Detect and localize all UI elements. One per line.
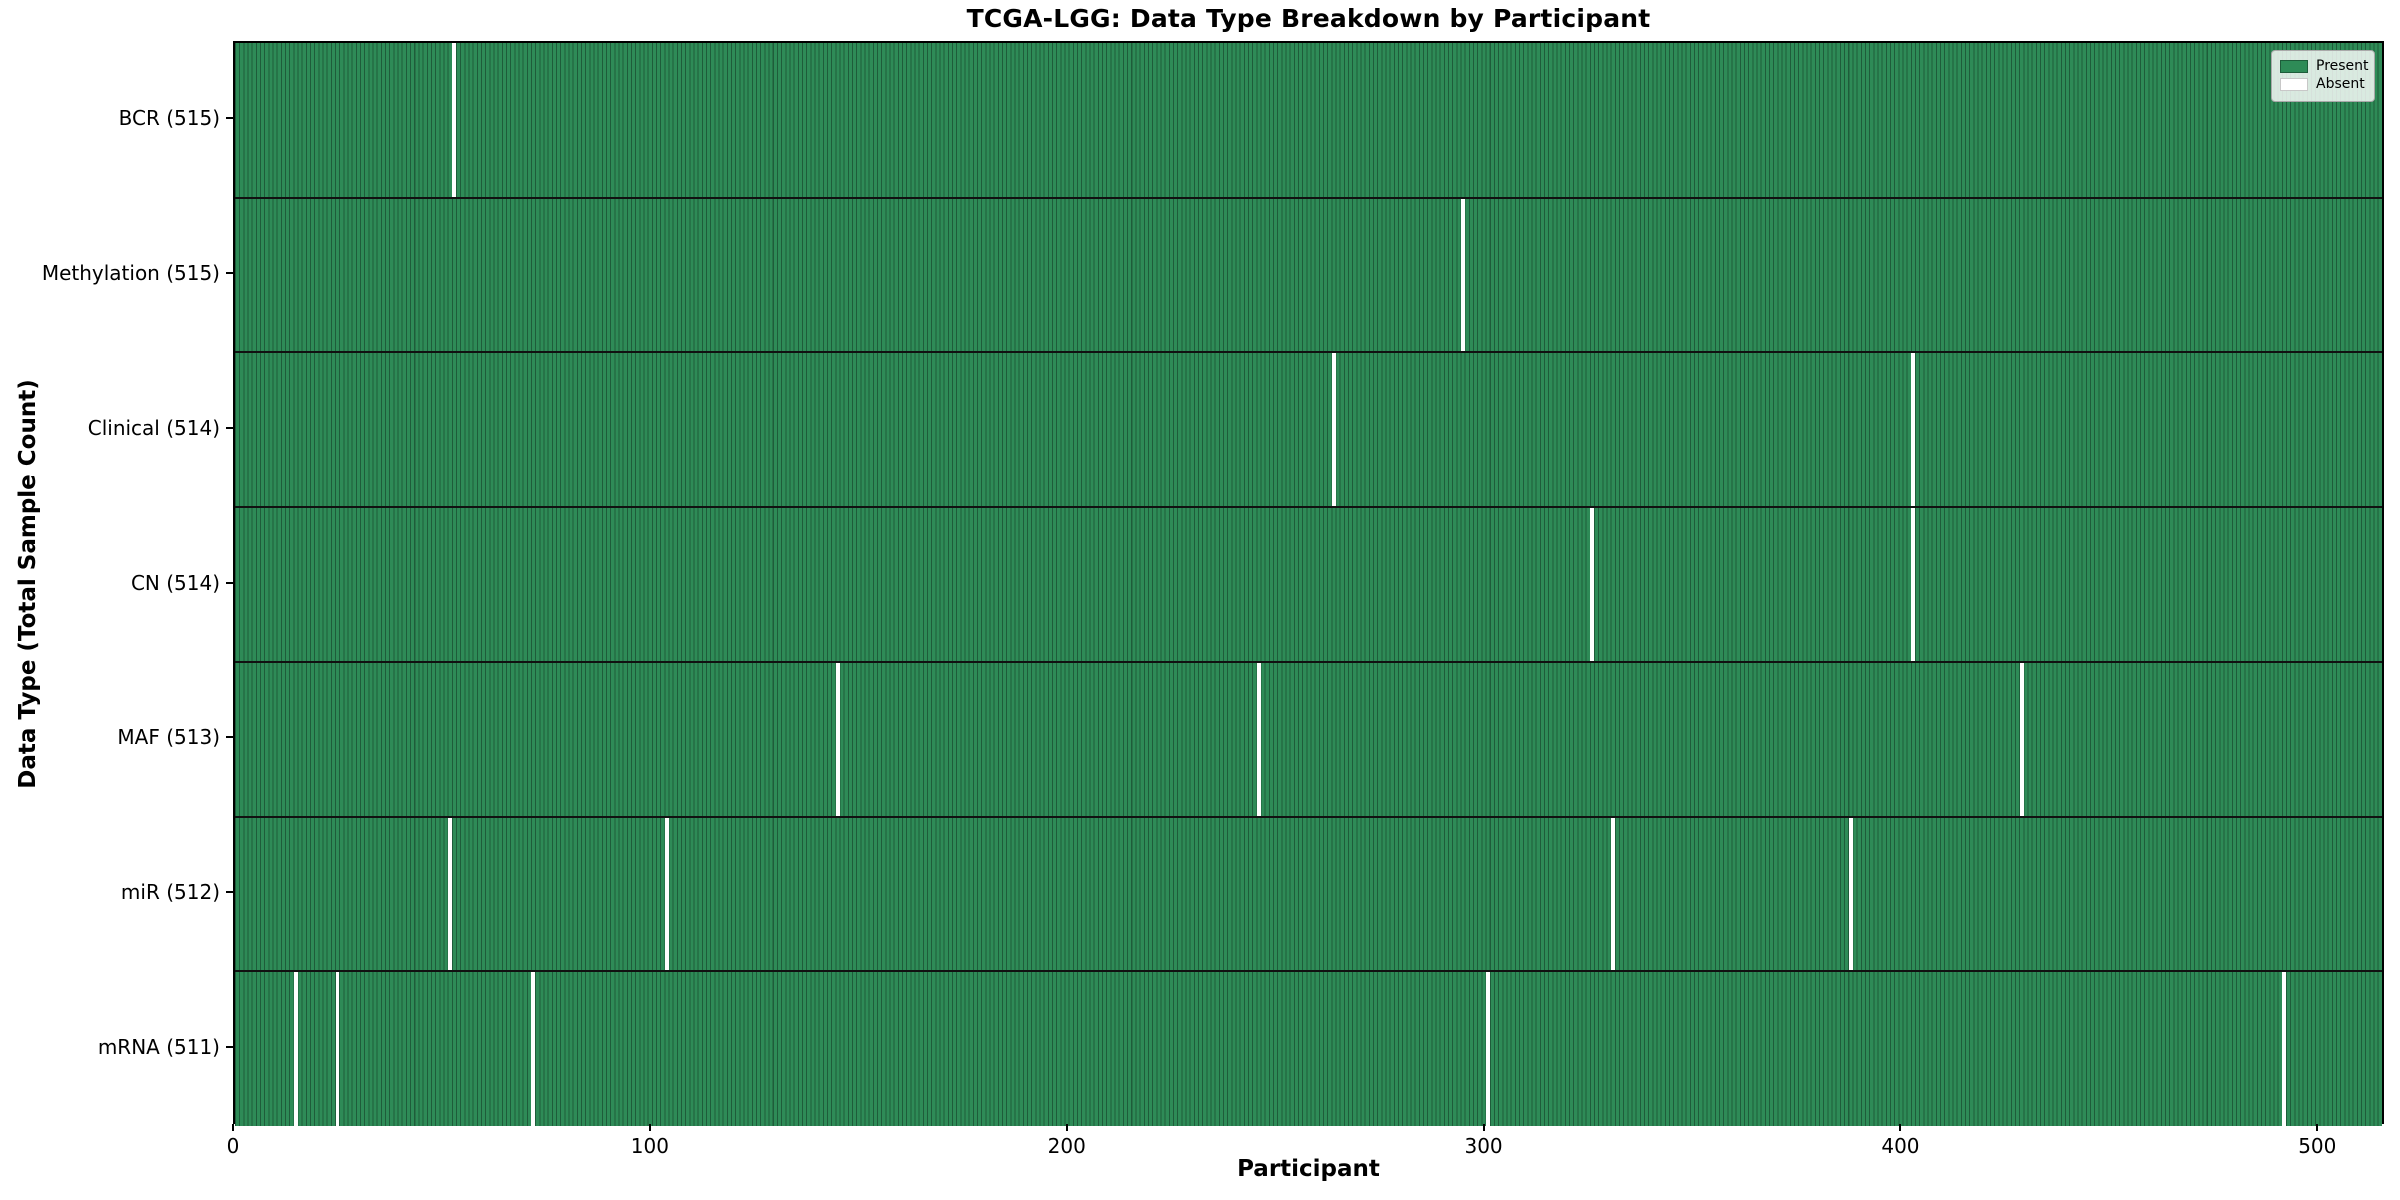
legend-swatch-absent: [2280, 78, 2308, 91]
absent-marker: [335, 971, 340, 1126]
legend-item-absent: Absent: [2280, 77, 2366, 92]
legend-label: Present: [2316, 58, 2369, 74]
x-tick: [232, 1124, 234, 1131]
y-tick: [226, 272, 233, 275]
absent-marker: [1590, 507, 1595, 662]
absent-marker: [1486, 971, 1491, 1126]
absent-marker: [1331, 352, 1336, 508]
y-tick-label: mRNA (511): [97, 1034, 220, 1059]
row-divider: [235, 196, 2382, 199]
x-tick-label: 500: [2298, 1134, 2337, 1158]
heatmap-row-methylation: [235, 197, 2382, 353]
y-tick: [226, 1045, 233, 1048]
absent-marker: [1911, 352, 1916, 508]
x-tick-label: 100: [630, 1134, 669, 1158]
y-tick: [226, 426, 233, 429]
heatmap-row-maf: [235, 661, 2382, 817]
absent-marker: [293, 971, 298, 1126]
x-tick: [648, 1124, 651, 1131]
legend: Present Absent: [2271, 50, 2375, 102]
absent-marker: [531, 971, 536, 1126]
x-axis-label: Participant: [1237, 1156, 1380, 1182]
heatmap-row-bcr: [235, 43, 2382, 198]
heatmap-row-clinical: [235, 352, 2382, 508]
absent-marker: [2019, 661, 2024, 817]
absent-marker: [448, 816, 453, 972]
heatmap-row-cn: [235, 507, 2382, 662]
y-tick-label: CN (514): [130, 570, 220, 595]
row-divider: [235, 815, 2382, 818]
x-tick-label: 300: [1464, 1134, 1503, 1158]
absent-marker: [1461, 197, 1466, 353]
legend-item-present: Present: [2280, 58, 2369, 74]
x-tick-label: 0: [226, 1134, 240, 1158]
row-divider: [235, 351, 2382, 354]
absent-marker: [1256, 661, 1261, 817]
y-tick-label: Methylation (515): [41, 261, 220, 286]
y-tick: [226, 117, 233, 120]
plot-area: Present Absent: [233, 41, 2384, 1126]
legend-swatch-present: [2280, 60, 2308, 73]
y-tick-label: Clinical (514): [87, 415, 220, 440]
absent-marker: [452, 43, 457, 198]
absent-marker: [2282, 971, 2287, 1126]
y-tick: [226, 736, 233, 739]
x-tick: [1899, 1124, 1902, 1131]
x-tick-label: 200: [1047, 1134, 1086, 1158]
absent-marker: [1611, 816, 1616, 972]
heatmap-row-mir: [235, 816, 2382, 972]
x-tick: [1482, 1124, 1485, 1131]
row-divider: [235, 970, 2382, 973]
row-divider: [235, 506, 2382, 509]
x-tick: [1065, 1124, 1068, 1131]
x-tick-label: 400: [1881, 1134, 1920, 1158]
y-tick-label: BCR (515): [118, 106, 220, 131]
x-tick: [2316, 1124, 2319, 1131]
row-divider: [235, 660, 2382, 663]
heatmap-row-mrna: [235, 971, 2382, 1126]
legend-label: Absent: [2316, 76, 2365, 92]
y-tick-label: miR (512): [120, 879, 220, 904]
absent-marker: [1848, 816, 1853, 972]
y-tick: [226, 581, 233, 584]
y-tick: [226, 890, 233, 893]
y-tick-label: MAF (513): [117, 725, 220, 750]
chart-title: TCGA-LGG: Data Type Breakdown by Partici…: [966, 4, 1651, 33]
absent-marker: [664, 816, 669, 972]
absent-marker: [1911, 507, 1916, 662]
absent-marker: [835, 661, 840, 817]
